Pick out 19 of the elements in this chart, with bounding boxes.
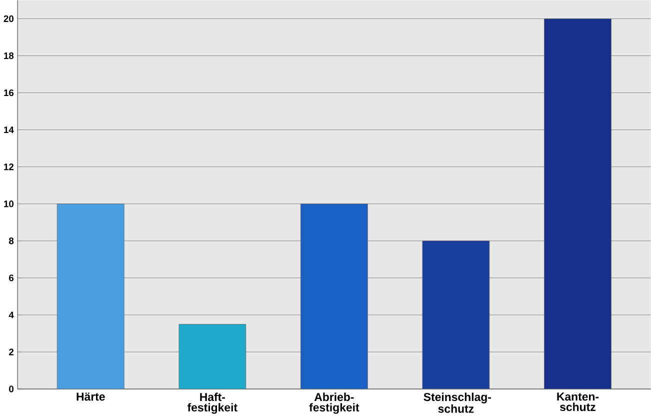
x-tick-label: Steinschlag- schutz <box>424 392 491 413</box>
y-tick-label: 12 <box>4 163 14 170</box>
y-tick-label: 10 <box>4 200 14 208</box>
y-tick-label: 2 <box>9 348 14 356</box>
bar <box>178 324 246 389</box>
x-tick-label: Kanten- schutz <box>557 392 599 411</box>
x-tick-label: Abrieb- festigkeit <box>309 392 360 414</box>
y-tick-label: 16 <box>4 89 14 96</box>
bar <box>422 240 490 389</box>
y-tick-label: 4 <box>8 312 14 318</box>
x-tick-label: Härte <box>76 392 105 401</box>
y-tick-label: 14 <box>4 126 14 133</box>
y-tick-label: 18 <box>4 52 14 59</box>
y-tick-label: 8 <box>8 237 14 244</box>
y-tick-label: 20 <box>4 15 14 22</box>
bar <box>544 18 612 389</box>
y-tick-label: 0 <box>9 386 14 392</box>
x-tick-label: Haft- festigkeit <box>187 392 238 414</box>
y-tick-label: 6 <box>9 274 14 282</box>
